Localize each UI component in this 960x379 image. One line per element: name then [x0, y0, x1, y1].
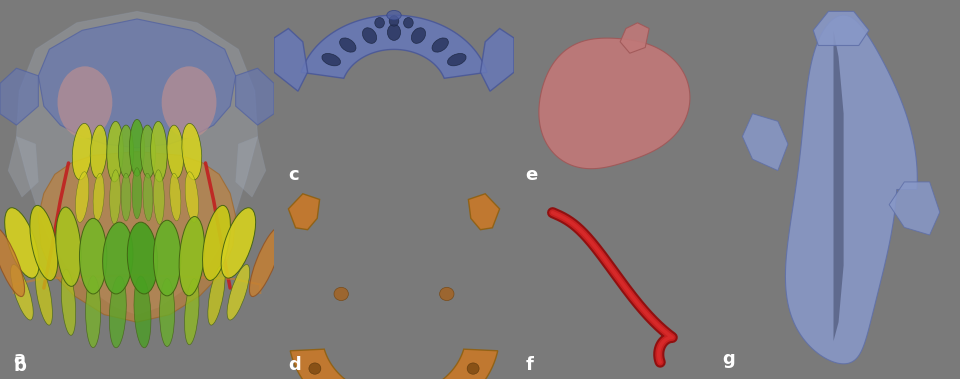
Text: e: e: [525, 166, 538, 185]
Polygon shape: [539, 38, 690, 169]
Ellipse shape: [432, 38, 448, 52]
Polygon shape: [620, 23, 649, 53]
Ellipse shape: [36, 265, 53, 325]
Text: g: g: [722, 350, 735, 368]
Text: f: f: [525, 356, 534, 374]
Ellipse shape: [322, 53, 341, 66]
Ellipse shape: [159, 279, 175, 346]
Polygon shape: [0, 68, 38, 125]
Polygon shape: [301, 15, 487, 78]
Polygon shape: [9, 136, 38, 197]
Ellipse shape: [185, 172, 199, 222]
Ellipse shape: [184, 279, 199, 345]
Ellipse shape: [170, 173, 180, 221]
Polygon shape: [742, 114, 788, 171]
Ellipse shape: [103, 222, 133, 294]
Polygon shape: [813, 11, 869, 45]
Polygon shape: [235, 68, 274, 125]
Text: d: d: [288, 356, 301, 374]
Ellipse shape: [389, 16, 398, 26]
Ellipse shape: [154, 220, 180, 296]
Ellipse shape: [121, 173, 131, 221]
Ellipse shape: [90, 125, 107, 178]
Ellipse shape: [468, 363, 479, 374]
Polygon shape: [833, 30, 844, 341]
Ellipse shape: [80, 218, 107, 294]
Ellipse shape: [340, 38, 356, 52]
Ellipse shape: [154, 170, 164, 224]
Polygon shape: [235, 136, 266, 197]
Text: a: a: [13, 350, 26, 368]
Ellipse shape: [140, 125, 156, 178]
Ellipse shape: [388, 24, 400, 41]
Ellipse shape: [109, 276, 127, 348]
Ellipse shape: [167, 125, 183, 178]
Ellipse shape: [387, 11, 401, 20]
Ellipse shape: [208, 265, 225, 325]
Ellipse shape: [447, 53, 467, 66]
Ellipse shape: [72, 124, 92, 180]
Ellipse shape: [61, 269, 76, 335]
Ellipse shape: [93, 173, 105, 221]
Polygon shape: [288, 194, 320, 230]
Ellipse shape: [161, 66, 216, 138]
Ellipse shape: [143, 173, 153, 221]
Polygon shape: [468, 194, 499, 230]
Polygon shape: [480, 28, 514, 91]
Ellipse shape: [109, 170, 120, 224]
Ellipse shape: [130, 119, 145, 176]
Ellipse shape: [151, 121, 167, 182]
Polygon shape: [290, 349, 497, 379]
Polygon shape: [274, 28, 307, 91]
Polygon shape: [16, 11, 257, 315]
Ellipse shape: [76, 172, 89, 222]
Polygon shape: [785, 15, 918, 364]
Ellipse shape: [56, 207, 82, 287]
Ellipse shape: [11, 265, 34, 320]
Polygon shape: [889, 182, 940, 235]
Polygon shape: [38, 152, 235, 322]
Ellipse shape: [228, 265, 250, 320]
Ellipse shape: [5, 208, 39, 278]
Ellipse shape: [363, 28, 376, 43]
Ellipse shape: [107, 121, 123, 182]
Ellipse shape: [58, 66, 112, 138]
Ellipse shape: [309, 363, 321, 374]
Ellipse shape: [30, 205, 58, 280]
Ellipse shape: [403, 17, 413, 28]
Ellipse shape: [134, 276, 151, 348]
Polygon shape: [38, 19, 235, 148]
Ellipse shape: [250, 227, 282, 296]
Text: c: c: [288, 166, 299, 185]
Ellipse shape: [0, 227, 25, 296]
Ellipse shape: [132, 168, 142, 219]
Ellipse shape: [374, 17, 384, 28]
Ellipse shape: [180, 216, 204, 296]
Ellipse shape: [118, 125, 133, 178]
Ellipse shape: [221, 208, 255, 278]
Text: b: b: [13, 357, 27, 376]
Ellipse shape: [334, 287, 348, 301]
Ellipse shape: [85, 276, 101, 348]
Ellipse shape: [440, 287, 454, 301]
Ellipse shape: [203, 205, 230, 280]
Ellipse shape: [128, 222, 157, 294]
Ellipse shape: [412, 28, 425, 43]
Ellipse shape: [181, 124, 202, 180]
